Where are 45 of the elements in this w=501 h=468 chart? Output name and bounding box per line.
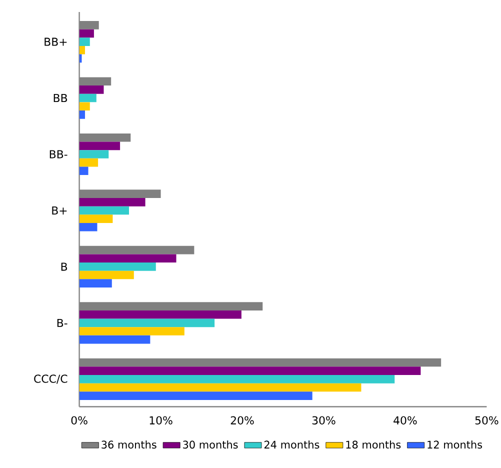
bar [79, 222, 98, 232]
bar [79, 158, 98, 167]
bar [79, 392, 312, 400]
bar [79, 166, 88, 176]
x-tick-label: 50% [475, 416, 498, 424]
y-tick-label: CCC/C [34, 374, 68, 384]
bar [79, 366, 421, 375]
bar [79, 94, 96, 102]
y-tick-label: B+ [52, 206, 67, 214]
bar [79, 214, 113, 223]
bar [79, 335, 150, 344]
y-tick-label: BB- [50, 150, 68, 158]
x-tick-label: 30% [312, 416, 336, 424]
bar [79, 310, 242, 319]
bar [79, 29, 94, 38]
bar [79, 206, 130, 215]
x-tick-label: 10% [150, 416, 172, 424]
x-tick-label: 0% [71, 416, 88, 424]
bar [79, 46, 86, 54]
bar [79, 150, 109, 158]
bar [79, 102, 90, 111]
bar [79, 110, 86, 119]
bar [79, 142, 120, 150]
bar [79, 262, 156, 271]
y-tick-label: BB+ [44, 38, 67, 46]
bar [79, 86, 104, 94]
y-tick-label: B- [57, 318, 68, 327]
bar [79, 38, 90, 46]
bar [79, 383, 362, 392]
legend-label: 18 months [346, 440, 401, 449]
bar [79, 318, 215, 328]
bar [79, 198, 146, 206]
legend-label: 30 months [183, 440, 238, 449]
bar [79, 270, 134, 280]
legend-label: 36 months [102, 440, 156, 449]
y-tick-label: B [61, 262, 68, 271]
x-tick-label: 40% [394, 416, 417, 424]
bar [79, 279, 112, 288]
legend-label: 24 months [264, 440, 320, 449]
bar [79, 327, 184, 336]
x-tick-label: 20% [230, 416, 254, 424]
bar [79, 374, 395, 384]
legend-label: 12 months [428, 440, 482, 449]
bar [79, 254, 176, 263]
y-tick-label: BB [54, 94, 68, 102]
